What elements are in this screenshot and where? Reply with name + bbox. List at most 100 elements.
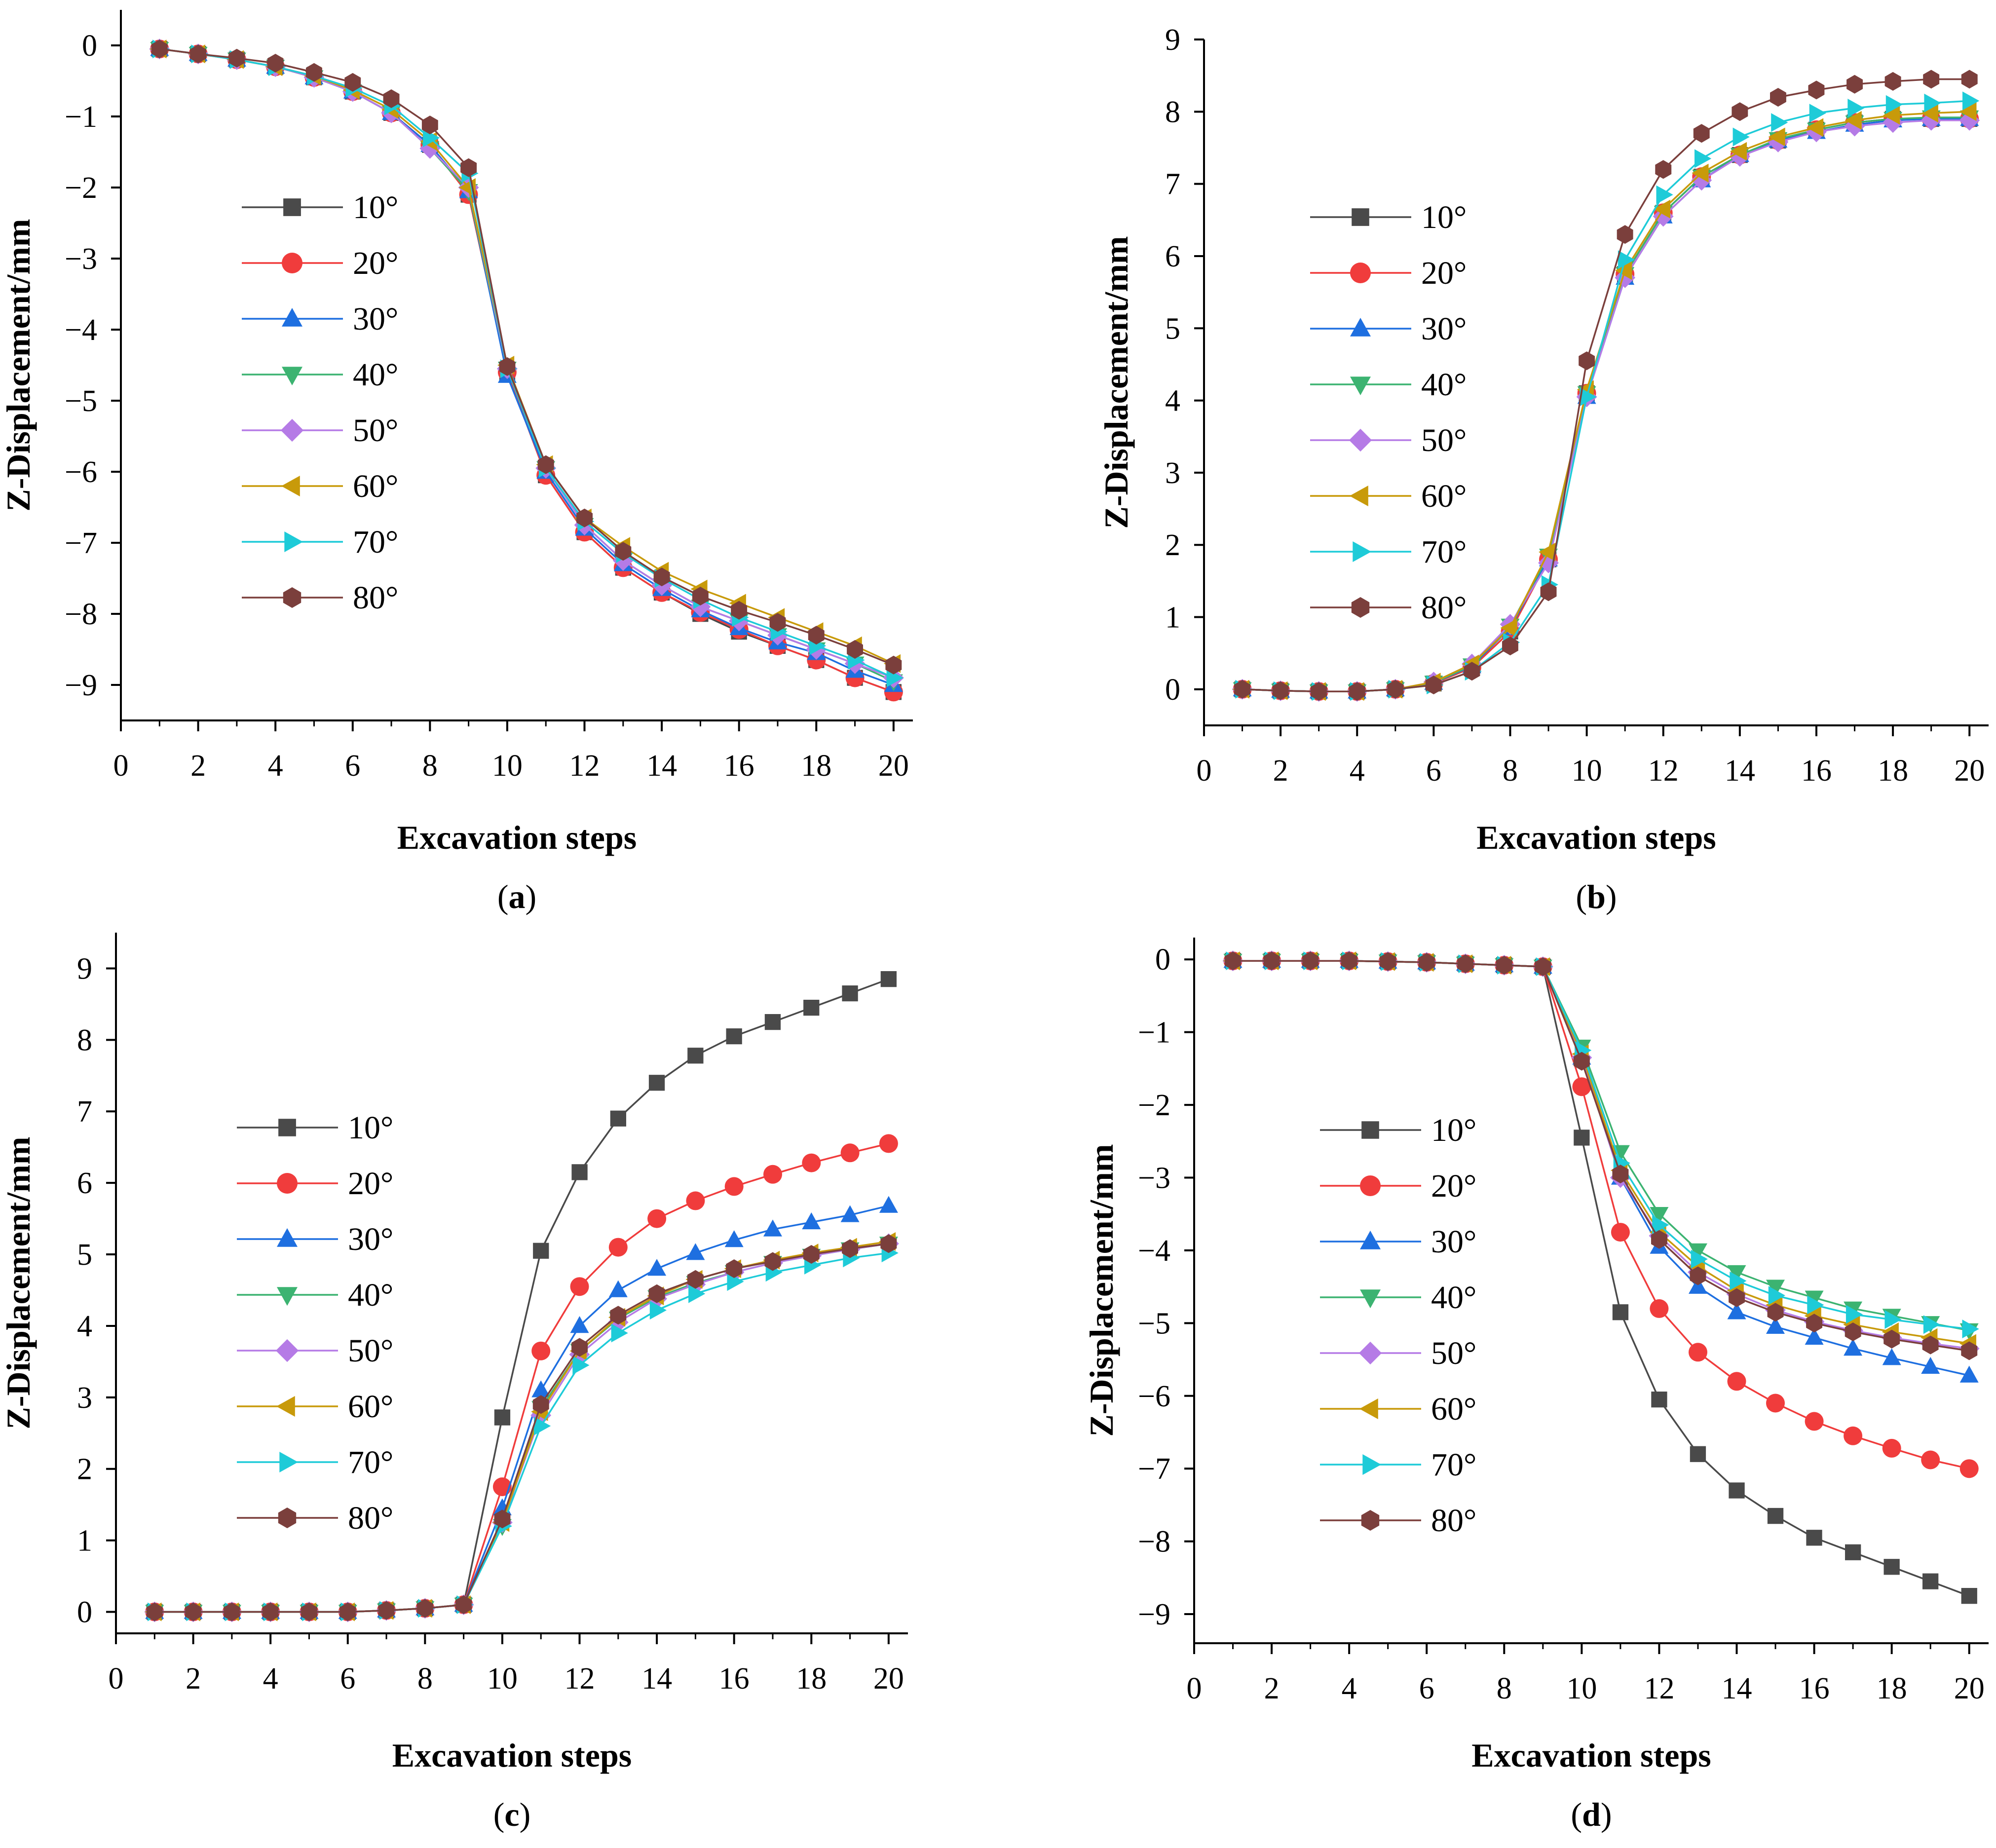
x-axis-label: Excavation steps — [1471, 1736, 1711, 1774]
data-point — [647, 1209, 667, 1228]
data-point — [1844, 1339, 1863, 1356]
data-point — [802, 1153, 821, 1172]
legend-label: 10° — [353, 189, 398, 226]
x-tick-label: 4 — [263, 1662, 278, 1696]
panel-caption: (a) — [497, 878, 536, 915]
y-tick-label: −5 — [1138, 1307, 1170, 1340]
data-point — [1845, 1322, 1861, 1341]
legend-label: 40° — [1431, 1280, 1476, 1316]
legend-marker — [283, 587, 301, 608]
data-point — [1885, 95, 1903, 114]
legend-marker — [1362, 1454, 1382, 1475]
legend: 10° 20° 30° 40° 50° 60° 70° 80° — [242, 189, 398, 616]
x-tick-label: 4 — [1350, 754, 1365, 788]
data-point — [1844, 115, 1865, 137]
x-tick-label: 14 — [1725, 754, 1755, 788]
x-tick-label: 12 — [569, 749, 600, 783]
legend-marker — [1351, 597, 1370, 618]
panel-caption-close: ) — [520, 1796, 531, 1833]
series-line — [1233, 960, 1969, 1352]
data-point — [1921, 104, 1938, 123]
y-tick-label: −3 — [1138, 1161, 1170, 1195]
data-point — [1922, 1573, 1939, 1589]
series-line — [1242, 118, 1970, 692]
legend-label: 50° — [353, 413, 398, 449]
data-point — [1387, 679, 1404, 699]
series-line — [154, 1241, 889, 1613]
data-point — [769, 613, 786, 632]
data-point — [1690, 1446, 1706, 1462]
legend-item: 70° — [1320, 1447, 1476, 1483]
data-point — [610, 1110, 626, 1127]
data-point — [1464, 662, 1480, 681]
x-tick-label: 0 — [109, 1662, 124, 1696]
panel-caption-close: ) — [526, 878, 537, 915]
data-point — [1653, 199, 1670, 219]
series-line — [1242, 116, 1970, 692]
x-tick-label: 6 — [1426, 754, 1441, 788]
data-point — [1770, 88, 1786, 107]
legend-label: 60° — [1431, 1391, 1476, 1427]
data-point — [499, 357, 516, 376]
x-tick-label: 2 — [190, 749, 206, 783]
x-tick-label: 18 — [1878, 754, 1908, 788]
legend-item: 30° — [1320, 1224, 1476, 1260]
legend-item: 50° — [1320, 1335, 1476, 1371]
legend-label: 10° — [1431, 1112, 1476, 1148]
data-point — [842, 985, 858, 1002]
legend-label: 70° — [353, 524, 398, 560]
legend-marker — [1353, 541, 1372, 562]
x-tick-label: 4 — [268, 749, 283, 783]
legend-marker — [1350, 318, 1371, 337]
series-line — [1233, 960, 1970, 1597]
legend-marker — [284, 531, 303, 552]
legend-marker — [1352, 208, 1369, 226]
data-point — [1689, 1243, 1707, 1260]
y-tick-label: 4 — [77, 1310, 92, 1343]
data-point — [1502, 637, 1518, 656]
data-point — [802, 1212, 821, 1230]
legend-marker — [1359, 1398, 1378, 1419]
data-point — [648, 1075, 665, 1091]
x-tick-label: 18 — [801, 749, 831, 783]
data-point — [764, 1252, 781, 1271]
legend-label: 30° — [1431, 1224, 1476, 1260]
legend-item: 10° — [1310, 199, 1467, 235]
data-point — [455, 1595, 472, 1614]
legend-marker — [276, 1396, 295, 1417]
data-point — [1767, 1508, 1784, 1524]
series-1 — [1225, 953, 1977, 1604]
panel-caption-open: ( — [1576, 878, 1587, 915]
series-7 — [152, 39, 904, 687]
x-tick-label: 14 — [641, 1662, 672, 1696]
legend-marker — [1349, 428, 1372, 452]
series-line — [159, 48, 894, 679]
legend-marker — [1349, 486, 1368, 506]
data-point — [803, 1245, 820, 1264]
panel-caption-open: ( — [493, 1796, 505, 1833]
x-tick-label: 0 — [1197, 754, 1212, 788]
x-tick-label: 8 — [422, 749, 438, 783]
y-tick-label: 4 — [1165, 384, 1180, 418]
legend-item: 20° — [242, 245, 398, 281]
x-tick-label: 8 — [1503, 754, 1518, 788]
legend-label: 30° — [348, 1221, 393, 1257]
series-line — [1233, 960, 1970, 1331]
legend-marker — [283, 198, 301, 216]
series-7 — [1235, 91, 1980, 701]
data-point — [840, 1205, 860, 1222]
data-point — [1572, 1077, 1591, 1096]
data-point — [1695, 149, 1712, 168]
series-7 — [1226, 951, 1979, 1339]
legend-item: 60° — [1310, 478, 1467, 514]
data-point — [1615, 261, 1632, 280]
data-point — [1730, 142, 1747, 161]
data-point — [1768, 127, 1785, 147]
series-line — [159, 48, 894, 693]
data-point — [576, 508, 593, 528]
data-point — [1225, 951, 1241, 971]
data-point — [1768, 1286, 1785, 1305]
legend-marker — [275, 1339, 299, 1362]
data-point — [687, 1048, 704, 1064]
